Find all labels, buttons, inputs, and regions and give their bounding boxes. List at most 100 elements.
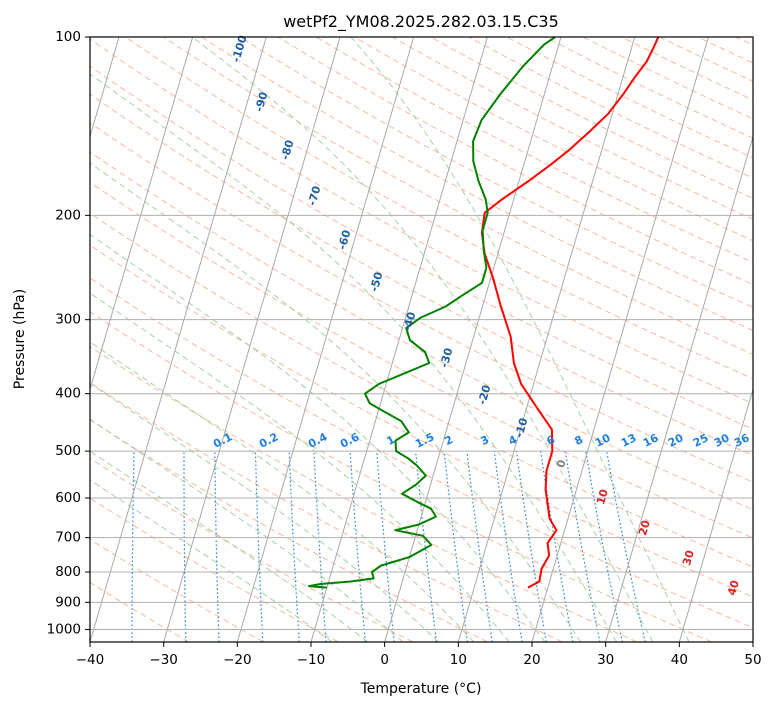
y-tick-label: 1000: [47, 621, 81, 637]
moist-adiabat-line: [90, 292, 510, 642]
mixing-ratio-label: 1.5: [413, 430, 436, 450]
x-tick-label: −40: [76, 652, 105, 668]
isotherm-line: [90, 37, 267, 642]
mixing-ratio-label: 13: [619, 431, 639, 450]
dry-adiabat-line: [468, 37, 753, 179]
isotherm-label: -80: [278, 138, 296, 161]
dry-adiabat-line: [125, 37, 753, 380]
isotherm-line: [310, 37, 488, 642]
axes: −40 −30 −20 −10 0 10 20 30 40 5010020030040050060…: [47, 29, 762, 668]
mixing-ratio-label: 16: [641, 431, 661, 450]
mixing-ratio-line: [376, 451, 395, 642]
isotherm-line: [752, 640, 753, 642]
dry-adiabat-line: [90, 581, 190, 642]
isotherm-label: -90: [252, 90, 270, 113]
x-tick-label: −10: [297, 652, 326, 668]
mixing-ratio-label: 8: [572, 433, 585, 448]
x-tick-label: −20: [223, 652, 252, 668]
dry-adiabat-line: [239, 37, 753, 308]
mixing-ratio-line: [564, 451, 601, 642]
dry-adiabat-line: [90, 151, 753, 511]
isotherm-line: [457, 37, 636, 642]
moist-adiabat-line: [191, 37, 654, 642]
mixing-ratio-line: [493, 451, 523, 642]
moist-adiabat-line: [90, 162, 582, 642]
isotherm-label: -10: [512, 416, 530, 439]
isotherm-label: 40: [725, 578, 742, 597]
mixing-ratio-label: 0.6: [338, 430, 362, 451]
dry-adiabat-line: [697, 37, 753, 64]
moist-adiabat-line: [90, 341, 475, 642]
mixing-ratio-label: 10: [593, 431, 613, 450]
dry-adiabat-line: [90, 346, 638, 642]
moist-adiabat-line: [90, 382, 439, 642]
dry-adiabat-line: [90, 457, 414, 642]
isotherm-label: -100: [229, 33, 249, 63]
mixing-ratio-line: [313, 451, 327, 642]
moist-adiabat-line: [350, 37, 690, 642]
isotherm-label: -40: [400, 310, 418, 333]
dry-adiabat-line: [582, 37, 753, 120]
isotherm-label: -20: [475, 383, 493, 406]
mixing-ratio-line: [82, 451, 87, 642]
isotherm-label: 30: [680, 548, 697, 567]
dry-adiabat-line: [392, 37, 753, 220]
isotherm-line: [163, 37, 341, 642]
y-tick-label: 600: [55, 490, 81, 506]
y-tick-label: 200: [55, 207, 81, 223]
mixing-ratio-line: [466, 451, 493, 642]
dry-adiabat-line: [90, 244, 753, 598]
dry-adiabat-line: [90, 122, 753, 483]
mixing-ratio-label: 20: [666, 431, 686, 450]
dewpoint-profile-line: [307, 37, 556, 589]
mixing-ratio-line: [214, 451, 220, 642]
mixing-ratio-label: 36: [732, 431, 752, 450]
dry-adiabat-line: [659, 37, 753, 82]
dry-adiabat-line: [544, 37, 753, 139]
dry-adiabat-line: [90, 277, 753, 629]
mixing-ratio-label: 0.1: [211, 430, 234, 450]
x-tick-label: 0: [380, 652, 389, 668]
mixing-ratio-label: 0.4: [306, 430, 330, 451]
dry-adiabat-line: [430, 37, 753, 199]
moist-adiabat-line: [90, 73, 618, 642]
dry-adiabat-line: [90, 311, 712, 642]
mixing-ratio-label: 30: [712, 431, 732, 450]
mixing-ratio-line: [254, 451, 264, 642]
mixing-ratio-line: [585, 450, 623, 642]
dry-adiabat-line: [621, 37, 753, 101]
dry-adiabat-line: [90, 38, 753, 405]
y-tick-label: 900: [55, 594, 81, 610]
moist-adiabat-line: [90, 418, 404, 642]
dry-adiabat-line: [735, 37, 753, 46]
isotherm-label: 0: [554, 458, 569, 469]
y-tick-label: 800: [55, 564, 81, 580]
moist-adiabat-line: [90, 450, 368, 642]
isotherm-line: [384, 37, 562, 642]
y-tick-label: 700: [55, 530, 81, 546]
dry-adiabat-line: [90, 419, 488, 642]
x-tick-label: 30: [597, 652, 614, 668]
dry-adiabat-line: [90, 538, 264, 642]
moist-adiabat-line: [90, 479, 333, 642]
mixing-ratio-label: 2: [442, 433, 455, 448]
y-tick-label: 100: [55, 29, 81, 45]
x-tick-label: 40: [671, 652, 688, 668]
moist-adiabat-line: [90, 233, 546, 642]
isotherm-line: [678, 387, 753, 642]
y-axis-label: Pressure (hPa): [12, 289, 28, 389]
mixing-ratio-line: [415, 451, 437, 642]
dry-adiabat-line: [353, 37, 753, 242]
plot-frame: [89, 36, 754, 643]
isotherm-label: 20: [636, 518, 653, 537]
temperature-profile-line: [480, 37, 660, 589]
x-tick-label: 10: [450, 652, 467, 668]
x-axis-label: Temperature (°C): [360, 681, 482, 697]
isotherm-line: [90, 37, 194, 392]
profile-lines: [307, 37, 660, 589]
isotherm-line: [236, 37, 415, 642]
dry-adiabat-line: [90, 93, 753, 456]
dry-adiabat-line: [277, 37, 753, 286]
y-tick-label: 400: [55, 386, 81, 402]
